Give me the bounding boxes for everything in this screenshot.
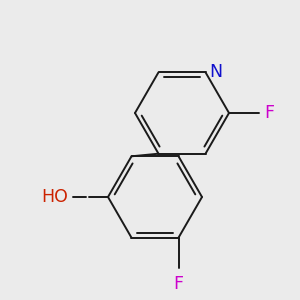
Text: HO: HO xyxy=(41,188,68,206)
Text: F: F xyxy=(264,104,274,122)
Text: N: N xyxy=(209,63,223,81)
Text: F: F xyxy=(173,275,184,293)
